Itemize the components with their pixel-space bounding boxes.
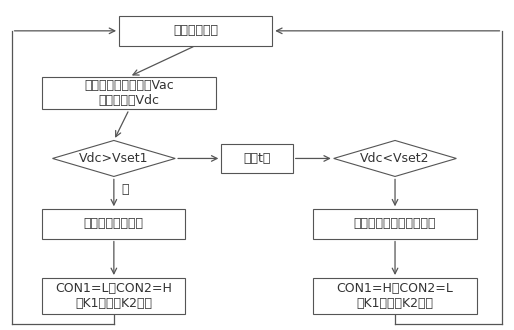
- FancyBboxPatch shape: [313, 209, 477, 239]
- Text: 是: 是: [121, 183, 129, 196]
- Text: CON1=H，CON2=L
使K1闭合、K2断开: CON1=H，CON2=L 使K1闭合、K2断开: [337, 282, 453, 310]
- FancyBboxPatch shape: [119, 16, 272, 46]
- Polygon shape: [52, 141, 175, 177]
- Text: CON1=L，CON2=H
使K1断开、K2闭合: CON1=L，CON2=H 使K1断开、K2闭合: [56, 282, 172, 310]
- FancyBboxPatch shape: [42, 278, 186, 314]
- Text: Vdc>Vset1: Vdc>Vset1: [79, 152, 149, 165]
- FancyBboxPatch shape: [313, 278, 477, 314]
- FancyBboxPatch shape: [42, 77, 216, 109]
- Text: 采样母排电压: 采样母排电压: [173, 24, 218, 37]
- Text: 基板处于发电状态: 基板处于发电状态: [84, 217, 144, 230]
- Polygon shape: [334, 141, 456, 177]
- Text: 延迟t秒: 延迟t秒: [243, 152, 271, 165]
- Text: 程序分离出交流分量Vac
和直流分量Vdc: 程序分离出交流分量Vac 和直流分量Vdc: [84, 79, 174, 107]
- Text: 光伏基板处于非发电状态: 光伏基板处于非发电状态: [354, 217, 436, 230]
- Text: Vdc<Vset2: Vdc<Vset2: [360, 152, 430, 165]
- FancyBboxPatch shape: [42, 209, 186, 239]
- FancyBboxPatch shape: [221, 144, 293, 173]
